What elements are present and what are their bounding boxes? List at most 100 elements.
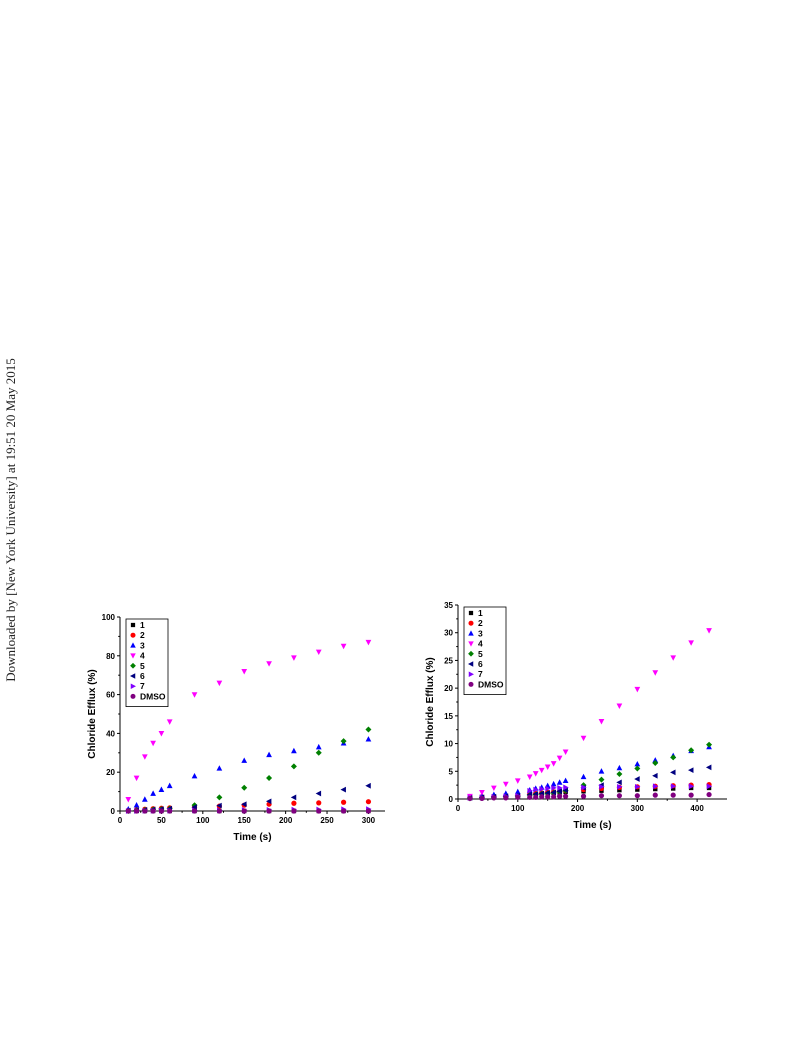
chart1-point [216, 808, 222, 814]
chart2-x-tick-label: 0 [456, 804, 461, 813]
chart2-point [539, 786, 545, 792]
chart2-point [599, 783, 605, 790]
chart2-point [533, 794, 539, 800]
chart1-point [191, 804, 197, 810]
chart2-point [557, 793, 563, 799]
chart2-point [706, 741, 713, 748]
chart1-y-tick-label: 100 [102, 613, 116, 622]
chart2-point [544, 790, 551, 796]
chart1-legend-marker [130, 622, 136, 628]
chart1-point [365, 726, 372, 733]
chart1-y-tick-label: 60 [106, 691, 115, 700]
chart2-point [670, 783, 677, 790]
chart2-point [634, 776, 640, 782]
chart2-legend-marker [468, 630, 474, 636]
chart2-point [616, 764, 623, 771]
chart1-point [340, 643, 347, 650]
watermark-text: Downloaded by [New York University] at 1… [3, 358, 18, 682]
chart2-point [545, 785, 551, 792]
chart1-x-tick-label: 200 [279, 816, 293, 825]
chart2-point [544, 764, 551, 770]
chart1-point [166, 782, 173, 789]
chart1-legend-label: 3 [140, 640, 145, 650]
chart2-point [688, 767, 694, 774]
chart2-point [706, 783, 713, 790]
chart1-point [191, 808, 198, 814]
chart2-point [670, 786, 676, 791]
chart2-point [634, 686, 641, 693]
chart1-point [340, 786, 346, 793]
chart2-x-tick-label: 100 [511, 804, 525, 813]
chart2-point [580, 793, 587, 799]
chart2-point [652, 759, 659, 766]
chart1-point [141, 796, 148, 802]
chart1-point [265, 798, 272, 805]
chart1-series-5 [125, 726, 372, 814]
chart2-y-tick-label: 30 [444, 629, 453, 638]
chart1-point [141, 754, 148, 760]
chart2-point [634, 765, 641, 772]
chart1-legend-label: 5 [140, 661, 145, 671]
chart2-point [491, 795, 497, 801]
chart2-legend-marker [468, 671, 474, 677]
chart1-series-3 [125, 736, 372, 812]
chart1-y-tick-label: 40 [106, 729, 115, 738]
chart1-point [191, 772, 198, 779]
chart1-x-tick-label: 50 [157, 816, 166, 825]
chart2-legend-marker [468, 641, 474, 647]
chart2-x-tick-label: 300 [631, 804, 645, 813]
chart1-point [158, 731, 165, 737]
chart1-point [290, 763, 297, 770]
chart2-point [652, 783, 659, 790]
chart2-point [616, 771, 623, 778]
chart1-point [315, 743, 322, 750]
chart2-point [616, 703, 623, 709]
chart1-point [133, 808, 140, 814]
chart1-point [191, 692, 198, 698]
chart2-point [653, 786, 658, 792]
chart2-point [557, 785, 563, 791]
chart1-x-axis-title: Time (s) [233, 832, 271, 843]
chart2-point [526, 774, 533, 780]
chart1-point [133, 802, 140, 808]
chart2-legend-label: 3 [478, 628, 483, 638]
chart1-point [266, 808, 272, 814]
chart1-legend-marker [130, 693, 136, 699]
chart1-point [167, 808, 173, 814]
chart2-point [550, 761, 557, 767]
chart2-point [634, 760, 641, 767]
chart1-series-dmso [125, 808, 372, 814]
chart2-legend-marker [468, 610, 474, 616]
chart1-x-tick-label: 300 [362, 816, 376, 825]
chart2-point [616, 779, 622, 786]
chart2-point [556, 779, 563, 785]
chart1-point [158, 786, 165, 792]
chart2-point [581, 784, 587, 791]
chart1-point [241, 801, 247, 808]
chart2-legend-marker [468, 620, 474, 626]
chart1-point [290, 794, 297, 801]
chart1-point [125, 808, 131, 814]
chart1-point [133, 775, 140, 782]
chart2-point [688, 792, 694, 798]
chart2-legend-label: 7 [478, 669, 483, 679]
chart2-point [598, 776, 605, 783]
chart2-point [502, 781, 509, 788]
chart2-point [562, 777, 569, 784]
chart1-legend-marker [130, 683, 136, 689]
chart1-y-axis-title: Chloride Efflux (%) [87, 669, 98, 758]
chart2-point [706, 628, 712, 634]
chart2-point [538, 767, 545, 774]
chart2-point [617, 787, 622, 793]
chart2-point [634, 783, 641, 790]
chart1-point [216, 794, 223, 801]
chart1-point [291, 747, 297, 754]
chart2-point [688, 785, 694, 791]
chart2-point [514, 788, 521, 795]
chart1-point [315, 649, 322, 656]
chart2-point [706, 785, 712, 791]
chart1-point [315, 790, 322, 797]
chart1-legend-label: 1 [140, 620, 145, 630]
chart2-point [670, 655, 677, 661]
